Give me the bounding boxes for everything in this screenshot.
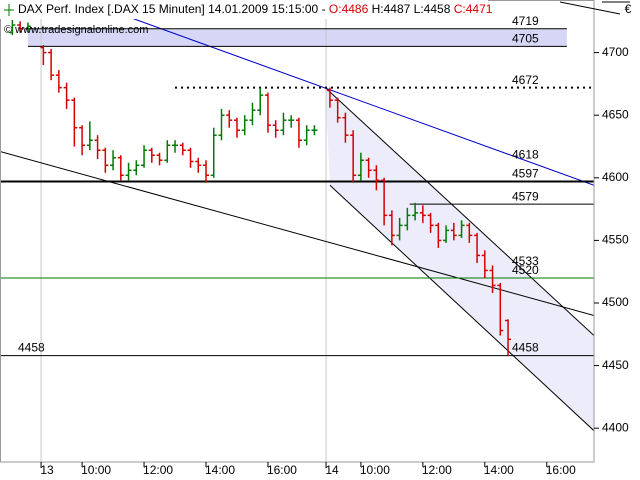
header-ohlc: O:4486 [329,2,369,16]
level-label: 4579 [512,189,539,203]
plot-area: 4719 4705 4672 4597 4579 4520 4458 4458 4618 4533 [0,0,594,462]
level-label: 4597 [512,167,539,181]
level-label: 4672 [512,73,539,87]
level-label: 4458 [18,341,45,355]
header: DAX Perf. Index [.DAX 15 Minuten] 14.01.… [18,2,493,16]
x-tick-label: 12:00 [143,463,173,477]
x-tick-label: 14:00 [484,463,514,477]
level-label: 4705 [512,31,539,45]
y-tick-label: 4500 [602,295,629,309]
line-value-label: 4533 [512,254,539,268]
x-tick-label: 16:00 [267,463,297,477]
header-ohlc: L:4458 [414,2,451,16]
trendline [0,151,594,316]
y-tick-label: 4450 [602,358,629,372]
header-title: DAX Perf. Index [.DAX 15 Minuten] [18,2,205,16]
watermark: © www.tradesignalonline.com [4,24,148,36]
y-tick-label: 4650 [602,107,629,121]
header-ohlc: H:4487 [372,2,411,16]
x-tick-label: 10:00 [81,463,111,477]
trendline [129,17,594,186]
header-timestamp: 14.01.2009 15:15:00 [208,2,318,16]
channel-line [329,184,594,432]
y-tick-label: 4600 [602,170,629,184]
level-label: 4458 [512,341,539,355]
currency: € [625,2,632,16]
y-tick-label: 4400 [602,420,629,434]
channel-fill [325,87,594,431]
header-separator: - [322,2,326,16]
x-tick-label: 12:00 [422,463,452,477]
level-label: 4520 [512,263,539,277]
day-label: 13 [40,463,54,477]
corner-line [559,1,621,15]
y-tick-label: 4700 [602,45,629,59]
x-tick-label: 14:00 [205,463,235,477]
y-tick-label: 4550 [602,233,629,247]
day-label: 14 [325,463,339,477]
header-ohlc: C:4471 [454,2,493,16]
level-band [27,28,567,47]
x-tick-label: 10:00 [360,463,390,477]
x-tick-label: 16:00 [546,463,576,477]
level-label: 4719 [512,14,539,28]
line-value-label: 4618 [512,147,539,161]
header-bg [0,0,488,19]
channel-line [324,87,594,336]
